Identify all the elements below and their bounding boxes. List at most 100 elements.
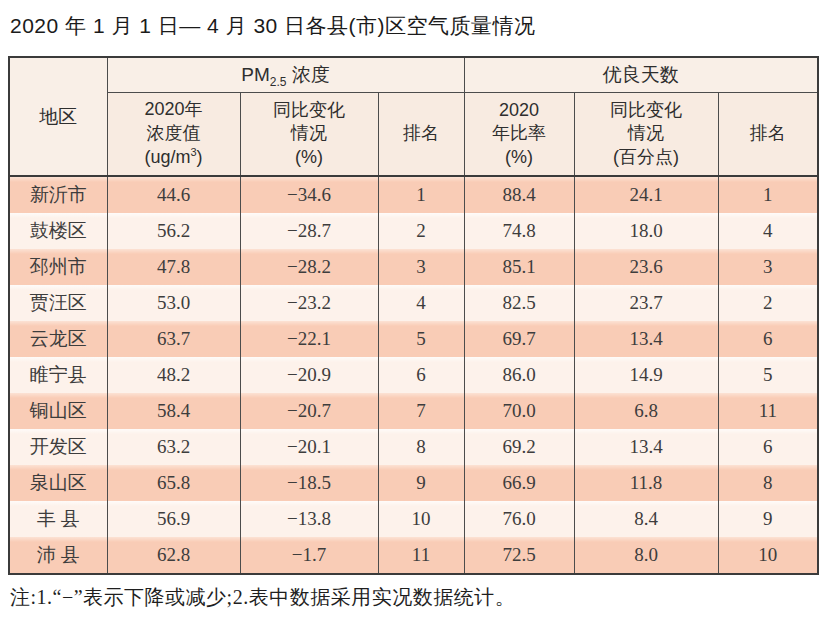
region-cell: 睢宁县 — [9, 357, 107, 393]
pm-value-cell: 48.2 — [107, 357, 240, 393]
header-pm-value: 2020年 浓度值 (ug/m3) — [107, 93, 240, 177]
header-good-rate-line2: 年比率 — [465, 122, 574, 145]
pm-change-cell: −28.2 — [240, 249, 378, 285]
pm-rank-cell: 4 — [378, 285, 464, 321]
pm-change-cell: −20.1 — [240, 429, 378, 465]
region-cell: 泉山区 — [9, 465, 107, 501]
pm-rank-cell: 1 — [378, 176, 464, 213]
pm-change-cell: −20.9 — [240, 357, 378, 393]
page: 2020 年 1 月 1 日— 4 月 30 日各县(市)区空气质量情况 地区 … — [0, 0, 825, 611]
header-pm-value-line1: 2020年 — [108, 98, 240, 121]
good-rank-cell: 6 — [718, 321, 818, 357]
header-pm-rank: 排名 — [378, 93, 464, 177]
region-cell: 邳州市 — [9, 249, 107, 285]
footnote: 注:1.“−”表示下降或减少;2.表中数据采用实况数据统计。 — [10, 584, 817, 611]
pm-rank-cell: 6 — [378, 357, 464, 393]
header-pm-change-line3: (%) — [241, 146, 378, 169]
pm-value-cell: 62.8 — [107, 537, 240, 574]
pm-subscript: 2.5 — [270, 74, 287, 88]
pm-change-cell: −18.5 — [240, 465, 378, 501]
good-change-cell: 23.6 — [574, 249, 718, 285]
header-region: 地区 — [9, 57, 107, 176]
header-pm-value-line2: 浓度值 — [108, 122, 240, 145]
table-row: 沛 县 62.8 −1.7 11 72.5 8.0 10 — [9, 537, 818, 574]
pm-value-cell: 63.7 — [107, 321, 240, 357]
page-title: 2020 年 1 月 1 日— 4 月 30 日各县(市)区空气质量情况 — [10, 12, 817, 40]
good-change-cell: 8.4 — [574, 501, 718, 537]
good-change-cell: 18.0 — [574, 213, 718, 249]
pm-change-cell: −22.1 — [240, 321, 378, 357]
pm-rank-cell: 10 — [378, 501, 464, 537]
good-rank-cell: 8 — [718, 465, 818, 501]
header-good-rate-line3: (%) — [465, 146, 574, 169]
good-rate-cell: 74.8 — [464, 213, 574, 249]
pm-value-cell: 65.8 — [107, 465, 240, 501]
table-row: 新沂市 44.6 −34.6 1 88.4 24.1 1 — [9, 176, 818, 213]
good-rate-cell: 69.7 — [464, 321, 574, 357]
good-change-cell: 14.9 — [574, 357, 718, 393]
good-rank-cell: 11 — [718, 393, 818, 429]
pm-change-cell: −34.6 — [240, 176, 378, 213]
good-rate-cell: 70.0 — [464, 393, 574, 429]
table-row: 睢宁县 48.2 −20.9 6 86.0 14.9 5 — [9, 357, 818, 393]
pm-value-cell: 58.4 — [107, 393, 240, 429]
header-good-days-group: 优良天数 — [464, 57, 818, 93]
region-cell: 丰 县 — [9, 501, 107, 537]
header-good-rate-line1: 2020 — [465, 99, 574, 122]
pm-rank-cell: 8 — [378, 429, 464, 465]
table-row: 开发区 63.2 −20.1 8 69.2 13.4 6 — [9, 429, 818, 465]
header-good-change: 同比变化 情况 (百分点) — [574, 93, 718, 177]
header-pm-value-unit: (ug/m3) — [108, 145, 240, 169]
table-row: 贾汪区 53.0 −23.2 4 82.5 23.7 2 — [9, 285, 818, 321]
header-good-change-line3: (百分点) — [575, 146, 718, 169]
pm-value-cell: 47.8 — [107, 249, 240, 285]
pm-value-cell: 53.0 — [107, 285, 240, 321]
table-body: 新沂市 44.6 −34.6 1 88.4 24.1 1 鼓楼区 56.2 −2… — [9, 176, 818, 574]
table-row: 云龙区 63.7 −22.1 5 69.7 13.4 6 — [9, 321, 818, 357]
header-pm-group: PM2.5 浓度 — [107, 57, 464, 93]
pm-value-cell: 63.2 — [107, 429, 240, 465]
pm-rank-cell: 3 — [378, 249, 464, 285]
good-rank-cell: 3 — [718, 249, 818, 285]
good-rank-cell: 10 — [718, 537, 818, 574]
good-change-cell: 11.8 — [574, 465, 718, 501]
good-change-cell: 13.4 — [574, 429, 718, 465]
region-cell: 沛 县 — [9, 537, 107, 574]
header-good-rate: 2020 年比率 (%) — [464, 93, 574, 177]
pm-change-cell: −1.7 — [240, 537, 378, 574]
good-change-cell: 23.7 — [574, 285, 718, 321]
good-rate-cell: 86.0 — [464, 357, 574, 393]
region-cell: 铜山区 — [9, 393, 107, 429]
table-row: 泉山区 65.8 −18.5 9 66.9 11.8 8 — [9, 465, 818, 501]
region-cell: 开发区 — [9, 429, 107, 465]
good-rate-cell: 85.1 — [464, 249, 574, 285]
pm-label: PM — [241, 64, 270, 85]
good-rate-cell: 76.0 — [464, 501, 574, 537]
good-rank-cell: 5 — [718, 357, 818, 393]
pm-rank-cell: 2 — [378, 213, 464, 249]
good-rate-cell: 82.5 — [464, 285, 574, 321]
pm-rank-cell: 7 — [378, 393, 464, 429]
region-cell: 贾汪区 — [9, 285, 107, 321]
header-pm-change: 同比变化 情况 (%) — [240, 93, 378, 177]
header-pm-change-line2: 情况 — [241, 122, 378, 145]
region-cell: 云龙区 — [9, 321, 107, 357]
region-cell: 鼓楼区 — [9, 213, 107, 249]
good-change-cell: 24.1 — [574, 176, 718, 213]
region-cell: 新沂市 — [9, 176, 107, 213]
good-change-cell: 13.4 — [574, 321, 718, 357]
header-good-rank: 排名 — [718, 93, 818, 177]
air-quality-table: 地区 PM2.5 浓度 优良天数 2020年 浓度值 (ug/m3) 同比变化 … — [8, 56, 819, 575]
table-row: 丰 县 56.9 −13.8 10 76.0 8.4 9 — [9, 501, 818, 537]
header-good-change-line1: 同比变化 — [575, 99, 718, 122]
table-row: 邳州市 47.8 −28.2 3 85.1 23.6 3 — [9, 249, 818, 285]
good-rate-cell: 66.9 — [464, 465, 574, 501]
good-rate-cell: 69.2 — [464, 429, 574, 465]
pm-value-cell: 56.9 — [107, 501, 240, 537]
header-group-row: 地区 PM2.5 浓度 优良天数 — [9, 57, 818, 93]
pm-rank-cell: 9 — [378, 465, 464, 501]
good-rank-cell: 9 — [718, 501, 818, 537]
header-good-change-line2: 情况 — [575, 122, 718, 145]
unit-suffix: ) — [197, 147, 203, 167]
pm-change-cell: −20.7 — [240, 393, 378, 429]
